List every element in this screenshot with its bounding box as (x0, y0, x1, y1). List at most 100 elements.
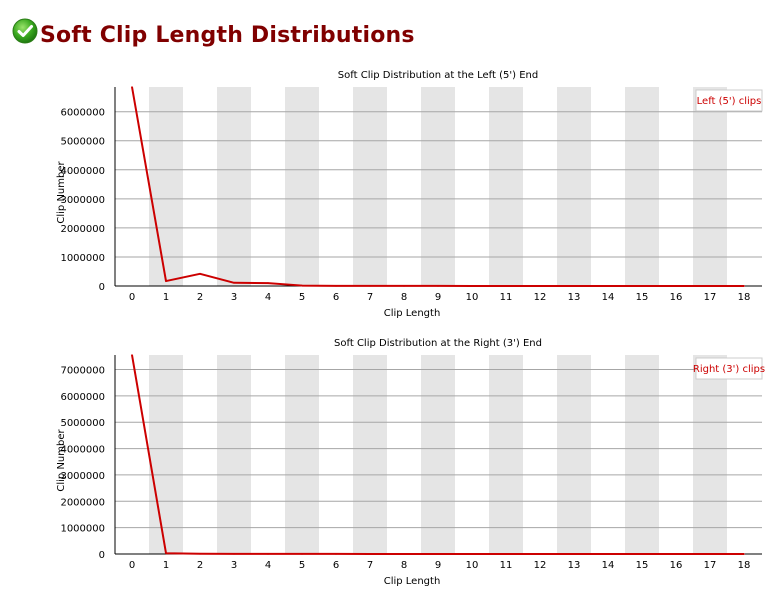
x-band (557, 87, 591, 286)
x-band (149, 87, 183, 286)
data-point (573, 553, 575, 555)
y-tick-label: 0 (99, 550, 105, 561)
x-tick-label: 18 (738, 292, 751, 303)
x-band (217, 87, 251, 286)
x-tick-label: 8 (401, 292, 407, 303)
x-tick-label: 3 (231, 560, 237, 571)
data-point (709, 285, 711, 287)
data-point (471, 553, 473, 555)
x-band (625, 87, 659, 286)
x-band (285, 355, 319, 554)
data-point (199, 552, 201, 555)
data-point (131, 86, 133, 88)
data-point (369, 553, 371, 555)
x-band (149, 355, 183, 554)
x-tick-label: 0 (129, 292, 135, 303)
data-point (641, 285, 643, 287)
x-tick-label: 12 (534, 292, 547, 303)
x-tick-label: 4 (265, 292, 271, 303)
data-point (743, 553, 745, 555)
x-tick-label: 7 (367, 560, 373, 571)
data-point (233, 282, 235, 284)
y-tick-label: 2000000 (60, 224, 105, 235)
x-tick-label: 1 (163, 292, 169, 303)
data-point (267, 553, 269, 555)
x-tick-label: 9 (435, 560, 441, 571)
data-point (165, 552, 167, 555)
chart-title: Soft Clip Distribution at the Right (3')… (334, 338, 542, 349)
data-point (539, 285, 541, 287)
data-point (403, 553, 405, 555)
x-tick-label: 4 (265, 560, 271, 571)
right-clip-chart: 0 1000000 2000000 3000000 4000000 5000000 6000… (56, 338, 765, 587)
x-tick-label: 17 (704, 292, 717, 303)
y-tick-label: 6000000 (60, 392, 105, 403)
data-point (199, 272, 201, 275)
x-tick-label: 1 (163, 560, 169, 571)
x-tick-label: 5 (299, 560, 305, 571)
page-title: Soft Clip Length Distributions (40, 22, 415, 48)
x-tick-label: 6 (333, 292, 339, 303)
x-tick-label: 14 (602, 292, 615, 303)
x-band (625, 355, 659, 554)
y-tick-label: 6000000 (60, 108, 105, 119)
x-tick-label: 16 (670, 292, 683, 303)
x-tick-label: 8 (401, 560, 407, 571)
x-tick-label: 5 (299, 292, 305, 303)
data-point (267, 282, 269, 284)
data-point (471, 285, 473, 287)
data-point (437, 553, 439, 555)
data-point (607, 285, 609, 287)
data-point (539, 553, 541, 555)
data-point (573, 285, 575, 287)
x-band (489, 87, 523, 286)
x-band (557, 355, 591, 554)
x-tick-label: 12 (534, 560, 547, 571)
x-band (421, 87, 455, 286)
x-band (217, 355, 251, 554)
data-point (675, 285, 677, 287)
y-tick-label: 5000000 (60, 137, 105, 148)
legend-box (695, 89, 763, 112)
legend-box (695, 357, 763, 380)
checkmark-ok-icon (12, 18, 38, 44)
y-tick-label: 5000000 (60, 418, 105, 429)
x-tick-label: 17 (704, 560, 717, 571)
y-tick-label: 4000000 (60, 445, 105, 456)
x-tick-label: 11 (500, 292, 513, 303)
x-tick-label: 14 (602, 560, 615, 571)
legend-entry: Left (5') clips (697, 96, 762, 107)
x-tick-label: 18 (738, 560, 751, 571)
data-point (709, 553, 711, 555)
data-point (505, 285, 507, 287)
x-tick-label: 9 (435, 292, 441, 303)
legend: Left (5') clips (695, 89, 763, 112)
x-band (693, 355, 727, 554)
x-axis-label: Clip Length (384, 576, 441, 587)
x-band (353, 87, 387, 286)
y-tick-label: 0 (99, 282, 105, 293)
x-band (421, 355, 455, 554)
y-axis-label: Clip Number (56, 161, 67, 224)
x-tick-label: 6 (333, 560, 339, 571)
data-point (233, 553, 235, 555)
y-tick-label: 2000000 (60, 497, 105, 508)
x-tick-label: 15 (636, 560, 649, 571)
x-tick-label: 10 (466, 292, 479, 303)
x-tick-label: 10 (466, 560, 479, 571)
data-point (301, 553, 303, 555)
data-point (641, 553, 643, 555)
x-band (489, 355, 523, 554)
legend: Right (3') clips (693, 357, 765, 380)
data-point (437, 285, 439, 287)
data-point (301, 284, 303, 287)
x-tick-label: 13 (568, 560, 581, 571)
x-tick-label: 2 (197, 292, 203, 303)
data-point (505, 553, 507, 555)
data-point (335, 285, 337, 287)
data-point (675, 553, 677, 555)
y-axis-label: Clip Number (56, 429, 67, 492)
x-tick-label: 3 (231, 292, 237, 303)
x-band (353, 355, 387, 554)
y-tick-label: 1000000 (60, 524, 105, 535)
